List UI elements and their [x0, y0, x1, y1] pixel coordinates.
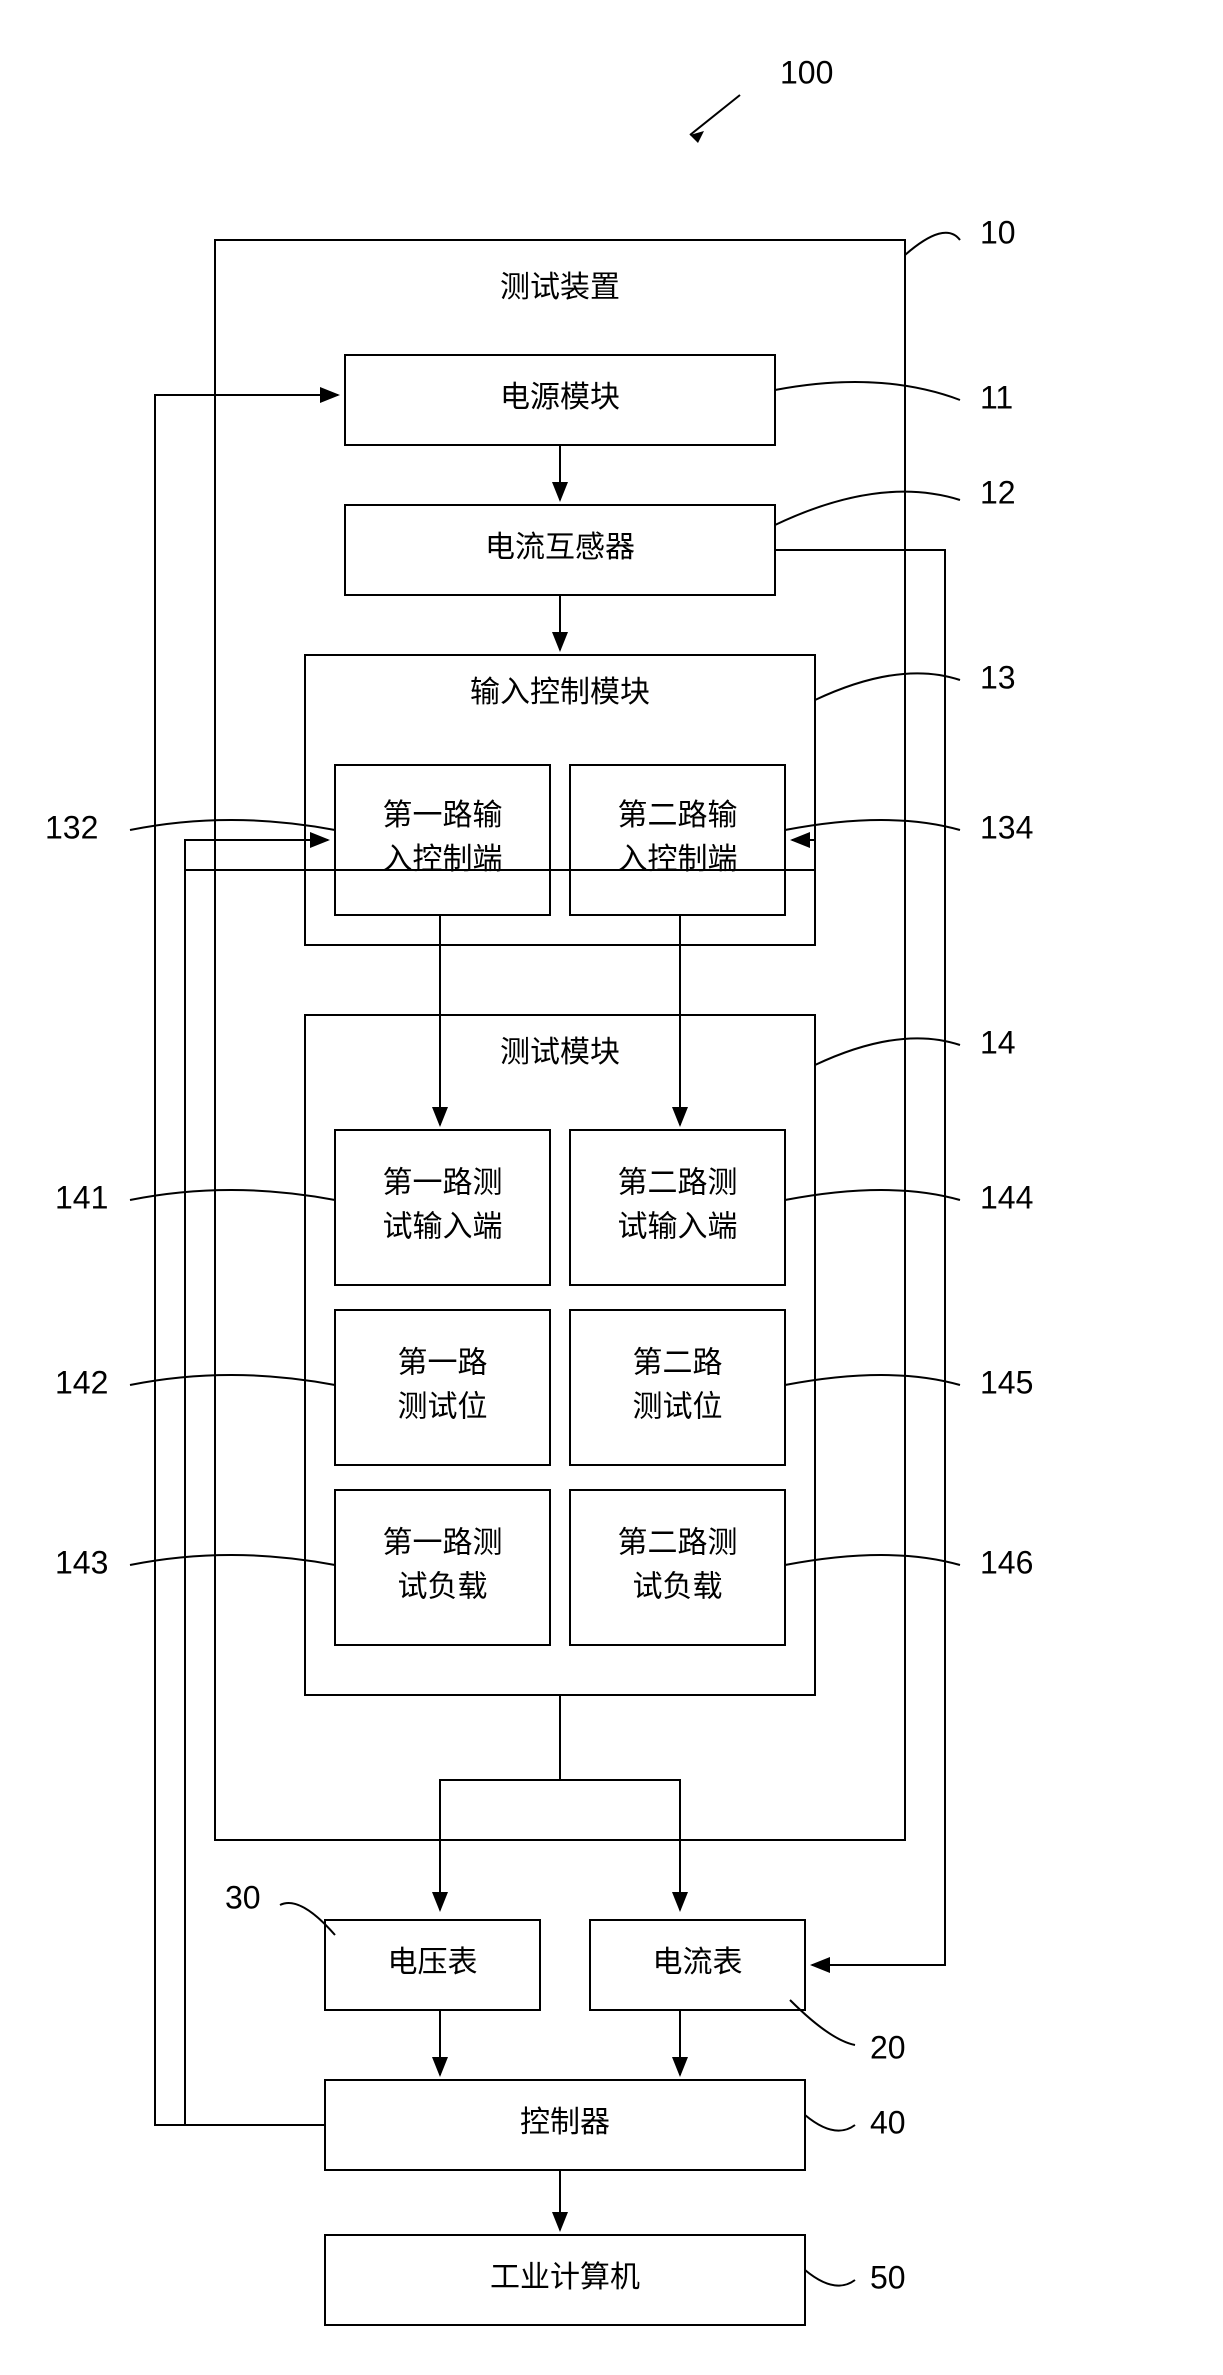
ammeter-label: 电流表 [653, 1946, 743, 1979]
power-label: 电源模块 [500, 381, 620, 414]
ref-145: 145 [980, 1364, 1033, 1400]
in2-l1: 第二路输 [618, 799, 738, 832]
ref-14: 14 [980, 1024, 1016, 1060]
t1-pos-box [335, 1310, 550, 1465]
t2-in-box [570, 1130, 785, 1285]
arrow-100 [690, 95, 740, 135]
t1-pos-l1: 第一路 [398, 1346, 488, 1379]
ipc-label: 工业计算机 [490, 2261, 640, 2294]
in2-box [570, 765, 785, 915]
t1-pos-l2: 测试位 [398, 1390, 488, 1423]
t1-in-l1: 第一路测 [383, 1166, 503, 1199]
ref-134: 134 [980, 809, 1033, 845]
t1-in-box [335, 1130, 550, 1285]
ref-12: 12 [980, 474, 1016, 510]
ref-40: 40 [870, 2104, 906, 2140]
t2-ld-l1: 第二路测 [618, 1526, 738, 1559]
input-mod-title: 输入控制模块 [470, 676, 650, 709]
ref-144: 144 [980, 1179, 1033, 1215]
ref-146: 146 [980, 1544, 1033, 1580]
diagram-canvas: 100测试装置10电源模块11电流互感器12输入控制模块13第一路输入控制端13… [0, 0, 1223, 2375]
ref-132: 132 [45, 809, 98, 845]
controller-label: 控制器 [520, 2106, 610, 2139]
ref-20: 20 [870, 2029, 906, 2065]
t1-ld-l2: 试负载 [398, 1570, 488, 1603]
t2-ld-box [570, 1490, 785, 1645]
ref-100: 100 [780, 54, 833, 90]
outer-title: 测试装置 [500, 271, 620, 304]
lead-50 [805, 2270, 855, 2286]
ref-143: 143 [55, 1544, 108, 1580]
ref-142: 142 [55, 1364, 108, 1400]
t1-ld-l1: 第一路测 [383, 1526, 503, 1559]
t1-ld-box [335, 1490, 550, 1645]
t2-in-l2: 试输入端 [618, 1210, 738, 1243]
voltmeter-label: 电压表 [388, 1946, 478, 1979]
t2-pos-box [570, 1310, 785, 1465]
in1-box [335, 765, 550, 915]
lead-40 [805, 2115, 855, 2131]
t2-ld-l2: 试负载 [633, 1570, 723, 1603]
t1-in-l2: 试输入端 [383, 1210, 503, 1243]
ref-30: 30 [225, 1879, 261, 1915]
t2-pos-l2: 测试位 [633, 1390, 723, 1423]
ref-50: 50 [870, 2259, 906, 2295]
ref-13: 13 [980, 659, 1016, 695]
test-mod-title: 测试模块 [500, 1036, 620, 1069]
t2-pos-l1: 第二路 [633, 1346, 723, 1379]
ref-141: 141 [55, 1179, 108, 1215]
ref-10: 10 [980, 214, 1016, 250]
ref-11: 11 [980, 379, 1013, 415]
in1-l1: 第一路输 [383, 799, 503, 832]
lead-10 [905, 233, 960, 255]
t2-in-l1: 第二路测 [618, 1166, 738, 1199]
ct-label: 电流互感器 [485, 531, 635, 564]
